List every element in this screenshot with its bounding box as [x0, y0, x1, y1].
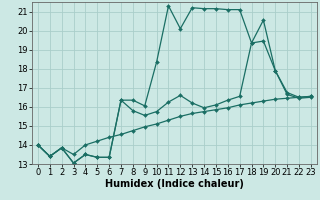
- X-axis label: Humidex (Indice chaleur): Humidex (Indice chaleur): [105, 179, 244, 189]
